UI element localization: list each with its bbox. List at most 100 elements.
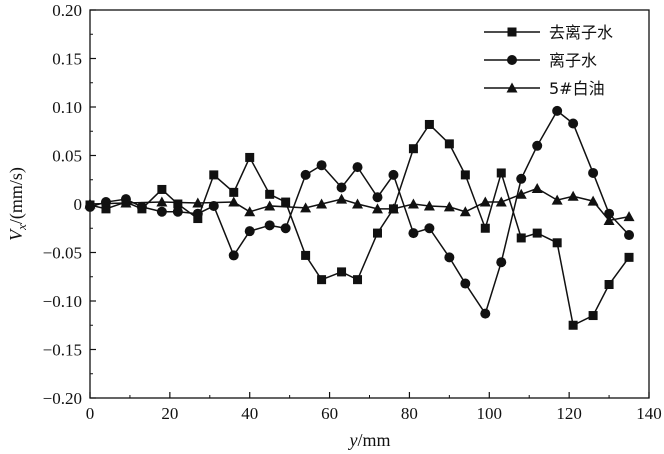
- data-point-triangle: [120, 197, 132, 208]
- data-point-circle: [100, 197, 111, 208]
- data-point-triangle: [407, 198, 419, 209]
- data-point-square: [245, 152, 255, 162]
- data-point-circle: [300, 169, 311, 180]
- data-point-triangle: [316, 198, 328, 209]
- data-point-triangle: [228, 196, 240, 207]
- y-axis-subscript: x: [14, 224, 29, 231]
- data-point-triangle: [244, 206, 256, 217]
- data-point-circle: [444, 252, 455, 263]
- data-point-circle: [507, 55, 517, 65]
- y-axis-unit: /(mm/s): [6, 167, 27, 224]
- legend-entry: 去离子水: [484, 23, 613, 42]
- data-point-square: [408, 144, 418, 154]
- data-point-triangle: [336, 193, 348, 204]
- data-point-circle: [388, 169, 399, 180]
- data-point-circle: [244, 226, 255, 237]
- data-point-square: [229, 187, 239, 197]
- data-point-triangle: [567, 190, 579, 201]
- data-point-circle: [316, 160, 327, 171]
- data-point-circle: [408, 228, 419, 239]
- x-axis-title: y/mm: [347, 430, 390, 450]
- data-point-square: [496, 168, 506, 178]
- data-point-triangle: [352, 198, 364, 209]
- y-tick-label: 0: [74, 195, 83, 214]
- data-point-circle: [336, 182, 347, 193]
- y-tick-label: −0.20: [43, 389, 82, 408]
- data-point-circle: [588, 167, 599, 178]
- data-point-square: [101, 204, 111, 214]
- data-point-square: [480, 223, 490, 233]
- x-tick-label: 0: [86, 404, 95, 423]
- data-point-square: [588, 311, 598, 321]
- data-point-circle: [372, 192, 383, 203]
- legend-label: 5#白油: [549, 79, 605, 98]
- data-point-square: [317, 275, 327, 285]
- x-axis-unit: /mm: [357, 430, 390, 450]
- data-point-triangle: [84, 198, 96, 209]
- data-point-square: [157, 184, 167, 194]
- data-point-circle: [552, 105, 563, 116]
- legend-label: 离子水: [549, 51, 597, 70]
- y-axis-title: Vx/(mm/s): [6, 167, 29, 241]
- data-point-square: [532, 228, 542, 238]
- x-tick-label: 80: [401, 404, 418, 423]
- legend-label: 去离子水: [549, 23, 613, 42]
- data-point-circle: [604, 208, 615, 219]
- data-point-triangle: [371, 203, 383, 214]
- y-tick-label: 0.20: [52, 1, 82, 20]
- data-point-square: [281, 197, 291, 207]
- data-point-square: [604, 280, 614, 290]
- data-point-square: [507, 27, 517, 37]
- data-point-triangle: [443, 201, 455, 212]
- data-point-square: [301, 250, 311, 260]
- data-point-square: [265, 189, 275, 199]
- data-point-square: [624, 252, 634, 262]
- data-point-triangle: [495, 196, 507, 207]
- data-point-triangle: [551, 194, 563, 205]
- axes: 0 20 40 60 80 100 120 140 0.20 0.15 0.10 0.05 0 −0.05…: [43, 1, 662, 423]
- series-triangle: [84, 182, 635, 225]
- series-square: [85, 119, 634, 330]
- y-tick-label: −0.10: [43, 292, 82, 311]
- y-tick-label: 0.15: [52, 50, 82, 69]
- data-point-square: [209, 170, 219, 180]
- y-tick-label: −0.15: [43, 341, 82, 360]
- svg-text:y/mm: y/mm: [347, 430, 390, 450]
- legend-entry: 离子水: [484, 51, 597, 70]
- data-point-square: [552, 238, 562, 248]
- data-point-circle: [228, 250, 239, 261]
- data-point-triangle: [515, 188, 527, 199]
- data-point-square: [372, 228, 382, 238]
- data-point-circle: [624, 230, 635, 241]
- data-point-circle: [516, 173, 527, 184]
- data-point-circle: [496, 257, 507, 268]
- svg-text:Vx/(mm/s): Vx/(mm/s): [6, 167, 29, 241]
- x-tick-label: 100: [477, 404, 503, 423]
- data-point-circle: [136, 201, 147, 212]
- data-point-triangle: [300, 202, 312, 213]
- x-tick-label: 60: [321, 404, 338, 423]
- data-point-triangle: [459, 206, 471, 217]
- data-point-triangle: [603, 214, 615, 225]
- x-tick-label: 120: [556, 404, 582, 423]
- data-point-square: [444, 139, 454, 149]
- data-point-circle: [156, 206, 167, 217]
- data-point-square: [568, 320, 578, 330]
- data-point-circle: [460, 278, 471, 289]
- series-line: [89, 123, 630, 327]
- data-point-square: [173, 199, 183, 209]
- data-point-circle: [172, 206, 183, 217]
- data-point-triangle: [192, 197, 204, 208]
- data-point-square: [516, 233, 526, 243]
- data-point-circle: [280, 223, 291, 234]
- data-point-triangle: [387, 203, 399, 214]
- legend-entry: 5#白油: [484, 79, 605, 98]
- x-tick-label: 40: [241, 404, 258, 423]
- x-axis-variable: y: [347, 430, 357, 450]
- y-tick-label: 0.10: [52, 98, 82, 117]
- x-tick-label: 20: [161, 404, 178, 423]
- data-point-circle: [480, 308, 491, 319]
- data-point-circle: [264, 220, 275, 231]
